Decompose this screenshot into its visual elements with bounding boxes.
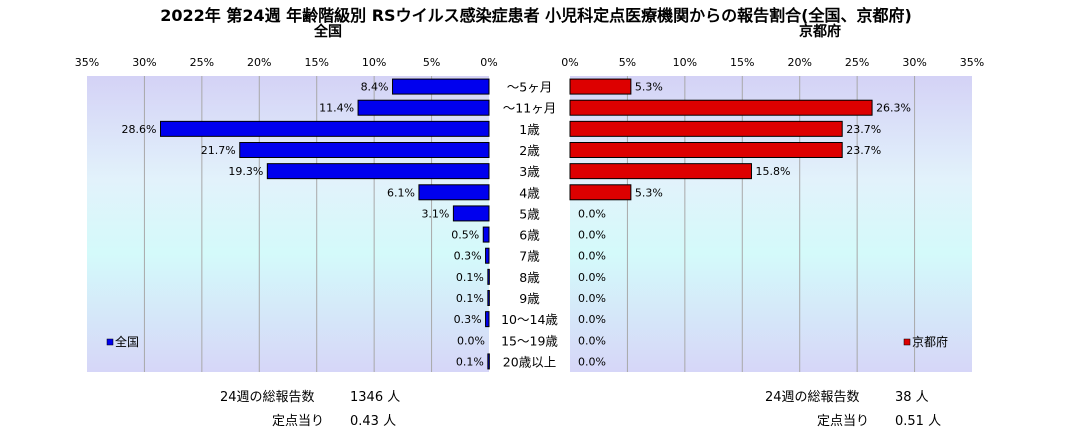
category-label: 20歳以上: [503, 354, 556, 369]
x-tick-label-left: 20%: [247, 56, 271, 69]
x-tick-label-left: 15%: [304, 56, 328, 69]
bar-kyoto: [569, 142, 843, 158]
bar-national: [482, 226, 490, 243]
panel-title-kyoto: 京都府: [799, 24, 841, 40]
bar-national: [487, 290, 490, 306]
category-label: 4歳: [519, 185, 540, 200]
bar-national: [357, 99, 490, 116]
legend-swatch-national: [106, 338, 114, 346]
data-label-national: 28.6%: [122, 123, 157, 136]
data-label-national: 3.1%: [421, 207, 449, 220]
bar-kyoto: [569, 163, 752, 180]
data-label-kyoto: 0.0%: [578, 207, 606, 220]
national-per-value: 0.43 人: [350, 414, 397, 429]
x-tick-label-left: 35%: [75, 56, 99, 69]
bar-national: [266, 163, 490, 180]
data-label-kyoto: 0.0%: [578, 292, 606, 305]
data-label-kyoto: 15.8%: [755, 165, 790, 178]
bar-national: [485, 311, 490, 328]
bar-national: [160, 120, 490, 137]
data-label-national: 6.1%: [387, 186, 415, 199]
data-label-kyoto: 5.3%: [635, 81, 663, 94]
data-label-national: 8.4%: [361, 81, 389, 94]
national-total-label: 24週の総報告数: [220, 390, 315, 405]
data-label-kyoto: 0.0%: [578, 334, 606, 347]
national-per-label: 定点当り: [272, 414, 325, 429]
category-label: 10～14歳: [501, 312, 558, 327]
category-label: 8歳: [519, 270, 540, 285]
data-label-kyoto: 0.0%: [578, 229, 606, 242]
category-label: 9歳: [519, 291, 540, 306]
bar-kyoto: [569, 99, 873, 116]
national-total-value: 1346 人: [350, 390, 401, 405]
category-label: 5歳: [519, 206, 540, 221]
legend-swatch-kyoto: [903, 338, 911, 346]
data-label-kyoto: 23.7%: [846, 123, 881, 136]
data-label-kyoto: 0.0%: [578, 250, 606, 263]
x-tick-label-right: 35%: [960, 56, 984, 69]
category-label: ～5ヶ月: [507, 80, 552, 95]
panel-title-national: 全国: [314, 24, 342, 40]
bar-national: [487, 353, 490, 370]
bar-kyoto: [569, 120, 843, 137]
x-tick-label-right: 10%: [673, 56, 697, 69]
data-label-national: 0.1%: [456, 271, 484, 284]
kyoto-per-value: 0.51 人: [895, 414, 942, 429]
x-tick-label-right: 5%: [619, 56, 636, 69]
category-label: 15～19歳: [501, 333, 558, 348]
chart-title: 2022年 第24週 年齢階級別 RSウイルス感染症患者 小児科定点医療機関から…: [160, 6, 912, 25]
x-tick-label-left: 10%: [362, 56, 386, 69]
bar-kyoto: [569, 184, 632, 201]
left-plot-area: [87, 76, 489, 372]
kyoto-total-label: 24週の総報告数: [765, 390, 860, 405]
data-label-kyoto: 23.7%: [846, 144, 881, 157]
x-tick-label-right: 0%: [561, 56, 578, 69]
data-label-kyoto: 0.0%: [578, 355, 606, 368]
data-label-national: 0.1%: [456, 292, 484, 305]
data-label-national: 0.1%: [456, 355, 484, 368]
x-tick-label-right: 30%: [902, 56, 926, 69]
data-label-kyoto: 0.0%: [578, 313, 606, 326]
category-label: 6歳: [519, 228, 540, 243]
legend-label-national: 全国: [115, 334, 139, 349]
data-label-national: 11.4%: [319, 102, 354, 115]
category-label: 3歳: [519, 164, 540, 179]
data-label-kyoto: 5.3%: [635, 186, 663, 199]
x-tick-label-left: 30%: [132, 56, 156, 69]
data-label-national: 0.3%: [454, 250, 482, 263]
x-tick-label-right: 15%: [730, 56, 754, 69]
data-label-national: 0.5%: [451, 229, 479, 242]
x-tick-label-left: 0%: [480, 56, 497, 69]
kyoto-per-label: 定点当り: [817, 414, 870, 429]
kyoto-total-value: 38 人: [895, 390, 929, 405]
bar-national: [418, 184, 490, 201]
data-label-national: 19.3%: [228, 165, 263, 178]
right-plot-area: [570, 76, 972, 372]
data-label-kyoto: 0.0%: [578, 271, 606, 284]
data-label-kyoto: 26.3%: [876, 102, 911, 115]
bar-national: [452, 205, 490, 222]
x-tick-label-left: 5%: [423, 56, 440, 69]
bar-kyoto: [569, 78, 632, 95]
legend-label-kyoto: 京都府: [912, 334, 948, 349]
x-tick-label-right: 20%: [787, 56, 811, 69]
data-label-national: 0.3%: [454, 313, 482, 326]
category-label: 1歳: [519, 122, 540, 137]
bar-national: [485, 247, 490, 264]
x-tick-label-left: 25%: [190, 56, 214, 69]
category-label: ～11ヶ月: [503, 101, 556, 116]
data-label-national: 21.7%: [201, 144, 236, 157]
data-label-national: 0.0%: [457, 334, 485, 347]
bar-national: [392, 78, 490, 95]
bar-national: [487, 268, 490, 285]
x-tick-label-right: 25%: [845, 56, 869, 69]
category-label: 7歳: [519, 249, 540, 264]
category-label: 2歳: [519, 143, 540, 158]
bar-national: [239, 142, 490, 158]
